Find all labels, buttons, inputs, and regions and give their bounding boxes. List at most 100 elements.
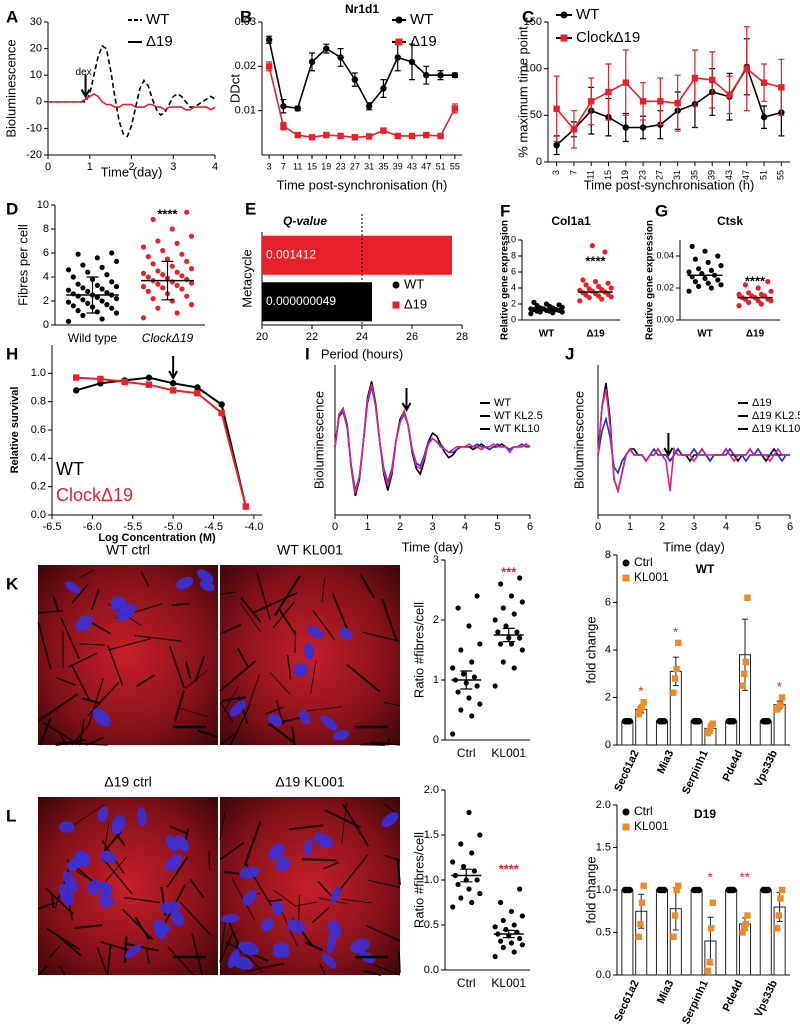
significance: *** bbox=[501, 564, 517, 579]
fibre bbox=[68, 804, 105, 829]
fibre bbox=[252, 591, 298, 614]
y-tick-label: -20 bbox=[26, 149, 42, 161]
point bbox=[218, 401, 225, 408]
point bbox=[113, 258, 120, 264]
point bbox=[471, 868, 478, 874]
point bbox=[140, 284, 147, 290]
fibre bbox=[56, 677, 76, 686]
bar bbox=[262, 282, 372, 322]
point bbox=[528, 311, 534, 317]
nucleus bbox=[272, 901, 284, 916]
fibre bbox=[383, 803, 398, 814]
point bbox=[164, 256, 171, 262]
spread-bar bbox=[502, 929, 515, 939]
x-tick-label: Sec61a2 bbox=[612, 748, 641, 793]
fibre bbox=[363, 969, 382, 977]
nucleus bbox=[65, 581, 81, 594]
y-tick-label: 6 bbox=[511, 266, 516, 276]
fibre bbox=[236, 647, 249, 667]
fibre bbox=[273, 889, 297, 908]
point bbox=[497, 938, 504, 944]
fibre bbox=[134, 916, 150, 941]
point bbox=[746, 290, 752, 296]
point bbox=[511, 611, 517, 617]
legend-label: KL001 bbox=[634, 570, 669, 584]
image-label: WT ctrl bbox=[106, 542, 150, 558]
point bbox=[511, 922, 517, 928]
point bbox=[736, 303, 742, 309]
point bbox=[686, 269, 692, 275]
point bbox=[626, 886, 633, 894]
legend-marker bbox=[622, 574, 630, 582]
micrograph bbox=[37, 565, 219, 747]
y-tick-label: 0.0 bbox=[596, 969, 611, 981]
point bbox=[474, 593, 480, 599]
point bbox=[686, 288, 692, 294]
point bbox=[673, 886, 680, 894]
y-tick-label: 1 bbox=[433, 674, 439, 686]
point bbox=[184, 258, 190, 264]
point bbox=[65, 318, 72, 324]
y-tick-label: 1.0 bbox=[424, 874, 439, 886]
x-tick-label: Serpinh1 bbox=[680, 978, 711, 1026]
nucleus bbox=[303, 839, 313, 856]
point bbox=[742, 282, 749, 288]
fibre bbox=[373, 964, 401, 976]
x-tick-label: 43 bbox=[724, 170, 734, 180]
y-tick-label: 6 bbox=[43, 247, 49, 259]
point bbox=[497, 899, 504, 906]
point bbox=[65, 267, 72, 273]
point bbox=[508, 940, 515, 946]
nucleus bbox=[229, 700, 246, 717]
legend-label: KL001 bbox=[634, 819, 669, 833]
point bbox=[337, 54, 344, 61]
y-tick-label: 2 bbox=[511, 298, 516, 308]
fibre bbox=[107, 645, 124, 686]
fibre bbox=[37, 622, 52, 669]
fibre bbox=[136, 674, 156, 688]
point bbox=[469, 713, 475, 719]
y-tick-label: 0.01 bbox=[235, 105, 256, 117]
x-tick-label: 47 bbox=[421, 161, 431, 171]
nucleus bbox=[97, 806, 109, 822]
y-tick-label: 0.03 bbox=[235, 16, 256, 28]
point bbox=[709, 899, 717, 906]
fibre bbox=[398, 951, 401, 973]
point bbox=[639, 124, 647, 131]
point bbox=[188, 233, 195, 239]
point bbox=[70, 274, 76, 280]
fibre bbox=[239, 596, 262, 623]
nucleus bbox=[313, 832, 334, 848]
point bbox=[169, 263, 175, 269]
nucleus bbox=[176, 576, 194, 590]
fibre bbox=[219, 812, 226, 841]
nucleus bbox=[287, 919, 306, 934]
point bbox=[715, 277, 721, 283]
y-tick-label: 10 bbox=[30, 69, 42, 81]
point bbox=[458, 647, 464, 653]
x-tick-label: 55 bbox=[450, 161, 460, 171]
nucleus bbox=[242, 890, 257, 906]
annotation-arrow bbox=[80, 74, 91, 99]
point bbox=[508, 908, 515, 915]
x-tick-label: 5 bbox=[494, 521, 500, 533]
x-tick-label: Pde4d bbox=[721, 978, 746, 1013]
y-tick-label: 0.2 bbox=[31, 481, 46, 493]
point bbox=[743, 65, 750, 72]
point bbox=[500, 659, 506, 665]
fibre bbox=[311, 907, 330, 924]
fibre bbox=[167, 946, 194, 976]
panel-label: B bbox=[240, 7, 252, 26]
point bbox=[709, 76, 716, 84]
panel-label: C bbox=[522, 7, 534, 26]
legend-label: ClockΔ19 bbox=[576, 29, 640, 46]
point bbox=[365, 103, 373, 110]
chart-title: Nr1d1 bbox=[345, 2, 379, 16]
x-tick-label: -5.5 bbox=[123, 521, 142, 533]
significance: * bbox=[673, 624, 678, 639]
y-axis-label: Ratio #fibres/cell bbox=[411, 832, 426, 928]
point bbox=[696, 266, 702, 272]
legend-label: Δ19 bbox=[410, 33, 437, 50]
fibre bbox=[74, 924, 104, 930]
fibre bbox=[185, 661, 192, 680]
